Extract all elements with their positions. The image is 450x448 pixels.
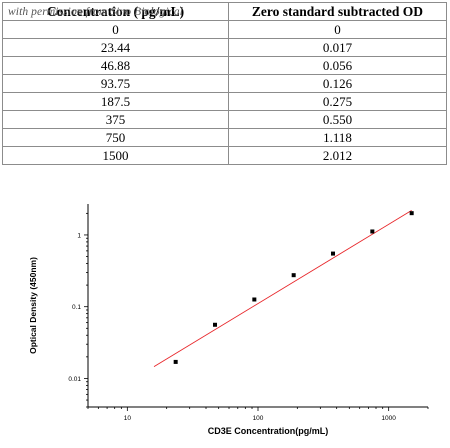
- data-point: [173, 359, 178, 364]
- data-point: [213, 322, 218, 327]
- cell-concentration: 1500: [2, 146, 229, 165]
- y-tick-label: 1: [77, 232, 81, 239]
- header-od: Zero standard subtracted OD: [228, 2, 447, 21]
- data-point: [370, 229, 375, 234]
- fit-line: [153, 209, 412, 368]
- cell-concentration: 93.75: [2, 74, 229, 93]
- x-tick-label: 100: [253, 415, 264, 422]
- standard-curve-table: Concentration ( pg/mL) Zero standard sub…: [2, 2, 447, 165]
- x-tick-label: 1000: [381, 415, 396, 422]
- cell-concentration: 375: [2, 110, 229, 129]
- cell-od: 0.275: [228, 92, 447, 111]
- table-row: 93.75 0.126: [2, 74, 447, 93]
- table-row: 375 0.550: [2, 110, 447, 129]
- y-tick-label: 0.01: [68, 376, 81, 383]
- chart-points: [173, 211, 414, 364]
- chart-ticks: 10 100 1000 0.01 0.1 1: [68, 212, 429, 422]
- watermark: with permission from Sino Biological: [8, 6, 184, 18]
- chart-axes: [87, 204, 428, 408]
- cell-concentration: 23.44: [2, 38, 229, 57]
- table-row: 23.44 0.017: [2, 38, 447, 57]
- table-row: 46.88 0.056: [2, 56, 447, 75]
- data-point: [331, 251, 336, 256]
- table-row: 750 1.118: [2, 128, 447, 147]
- header-concentration: Concentration ( pg/mL): [2, 2, 229, 21]
- table-row: 0 0: [2, 20, 447, 39]
- data-point: [252, 297, 257, 302]
- data-point: [291, 273, 296, 278]
- cell-od: 0.550: [228, 110, 447, 129]
- y-axis-label: Optical Density (450nm): [28, 257, 38, 354]
- standard-curve-chart: 10 100 1000 0.01 0.1 1 CD3E Concentration(pg/…: [28, 204, 429, 436]
- cell-concentration: 46.88: [2, 56, 229, 75]
- cell-od: 0.056: [228, 56, 447, 75]
- cell-concentration: 187.5: [2, 92, 229, 111]
- cell-concentration: 0: [2, 20, 229, 39]
- y-tick-label: 0.1: [72, 304, 81, 311]
- cell-concentration: 750: [2, 128, 229, 147]
- table-header-row: Concentration ( pg/mL) Zero standard sub…: [2, 2, 447, 21]
- cell-od: 0.126: [228, 74, 447, 93]
- cell-od: 1.118: [228, 128, 447, 147]
- table-row: 1500 2.012: [2, 146, 447, 165]
- cell-od: 0.017: [228, 38, 447, 57]
- x-tick-label: 10: [124, 415, 132, 422]
- table-row: 187.5 0.275: [2, 92, 447, 111]
- cell-od: 0: [228, 20, 447, 39]
- cell-od: 2.012: [228, 146, 447, 165]
- chart-fit-line-group: [153, 209, 412, 368]
- data-point: [409, 211, 414, 216]
- x-axis-label: CD3E Concentration(pg/mL): [208, 426, 329, 436]
